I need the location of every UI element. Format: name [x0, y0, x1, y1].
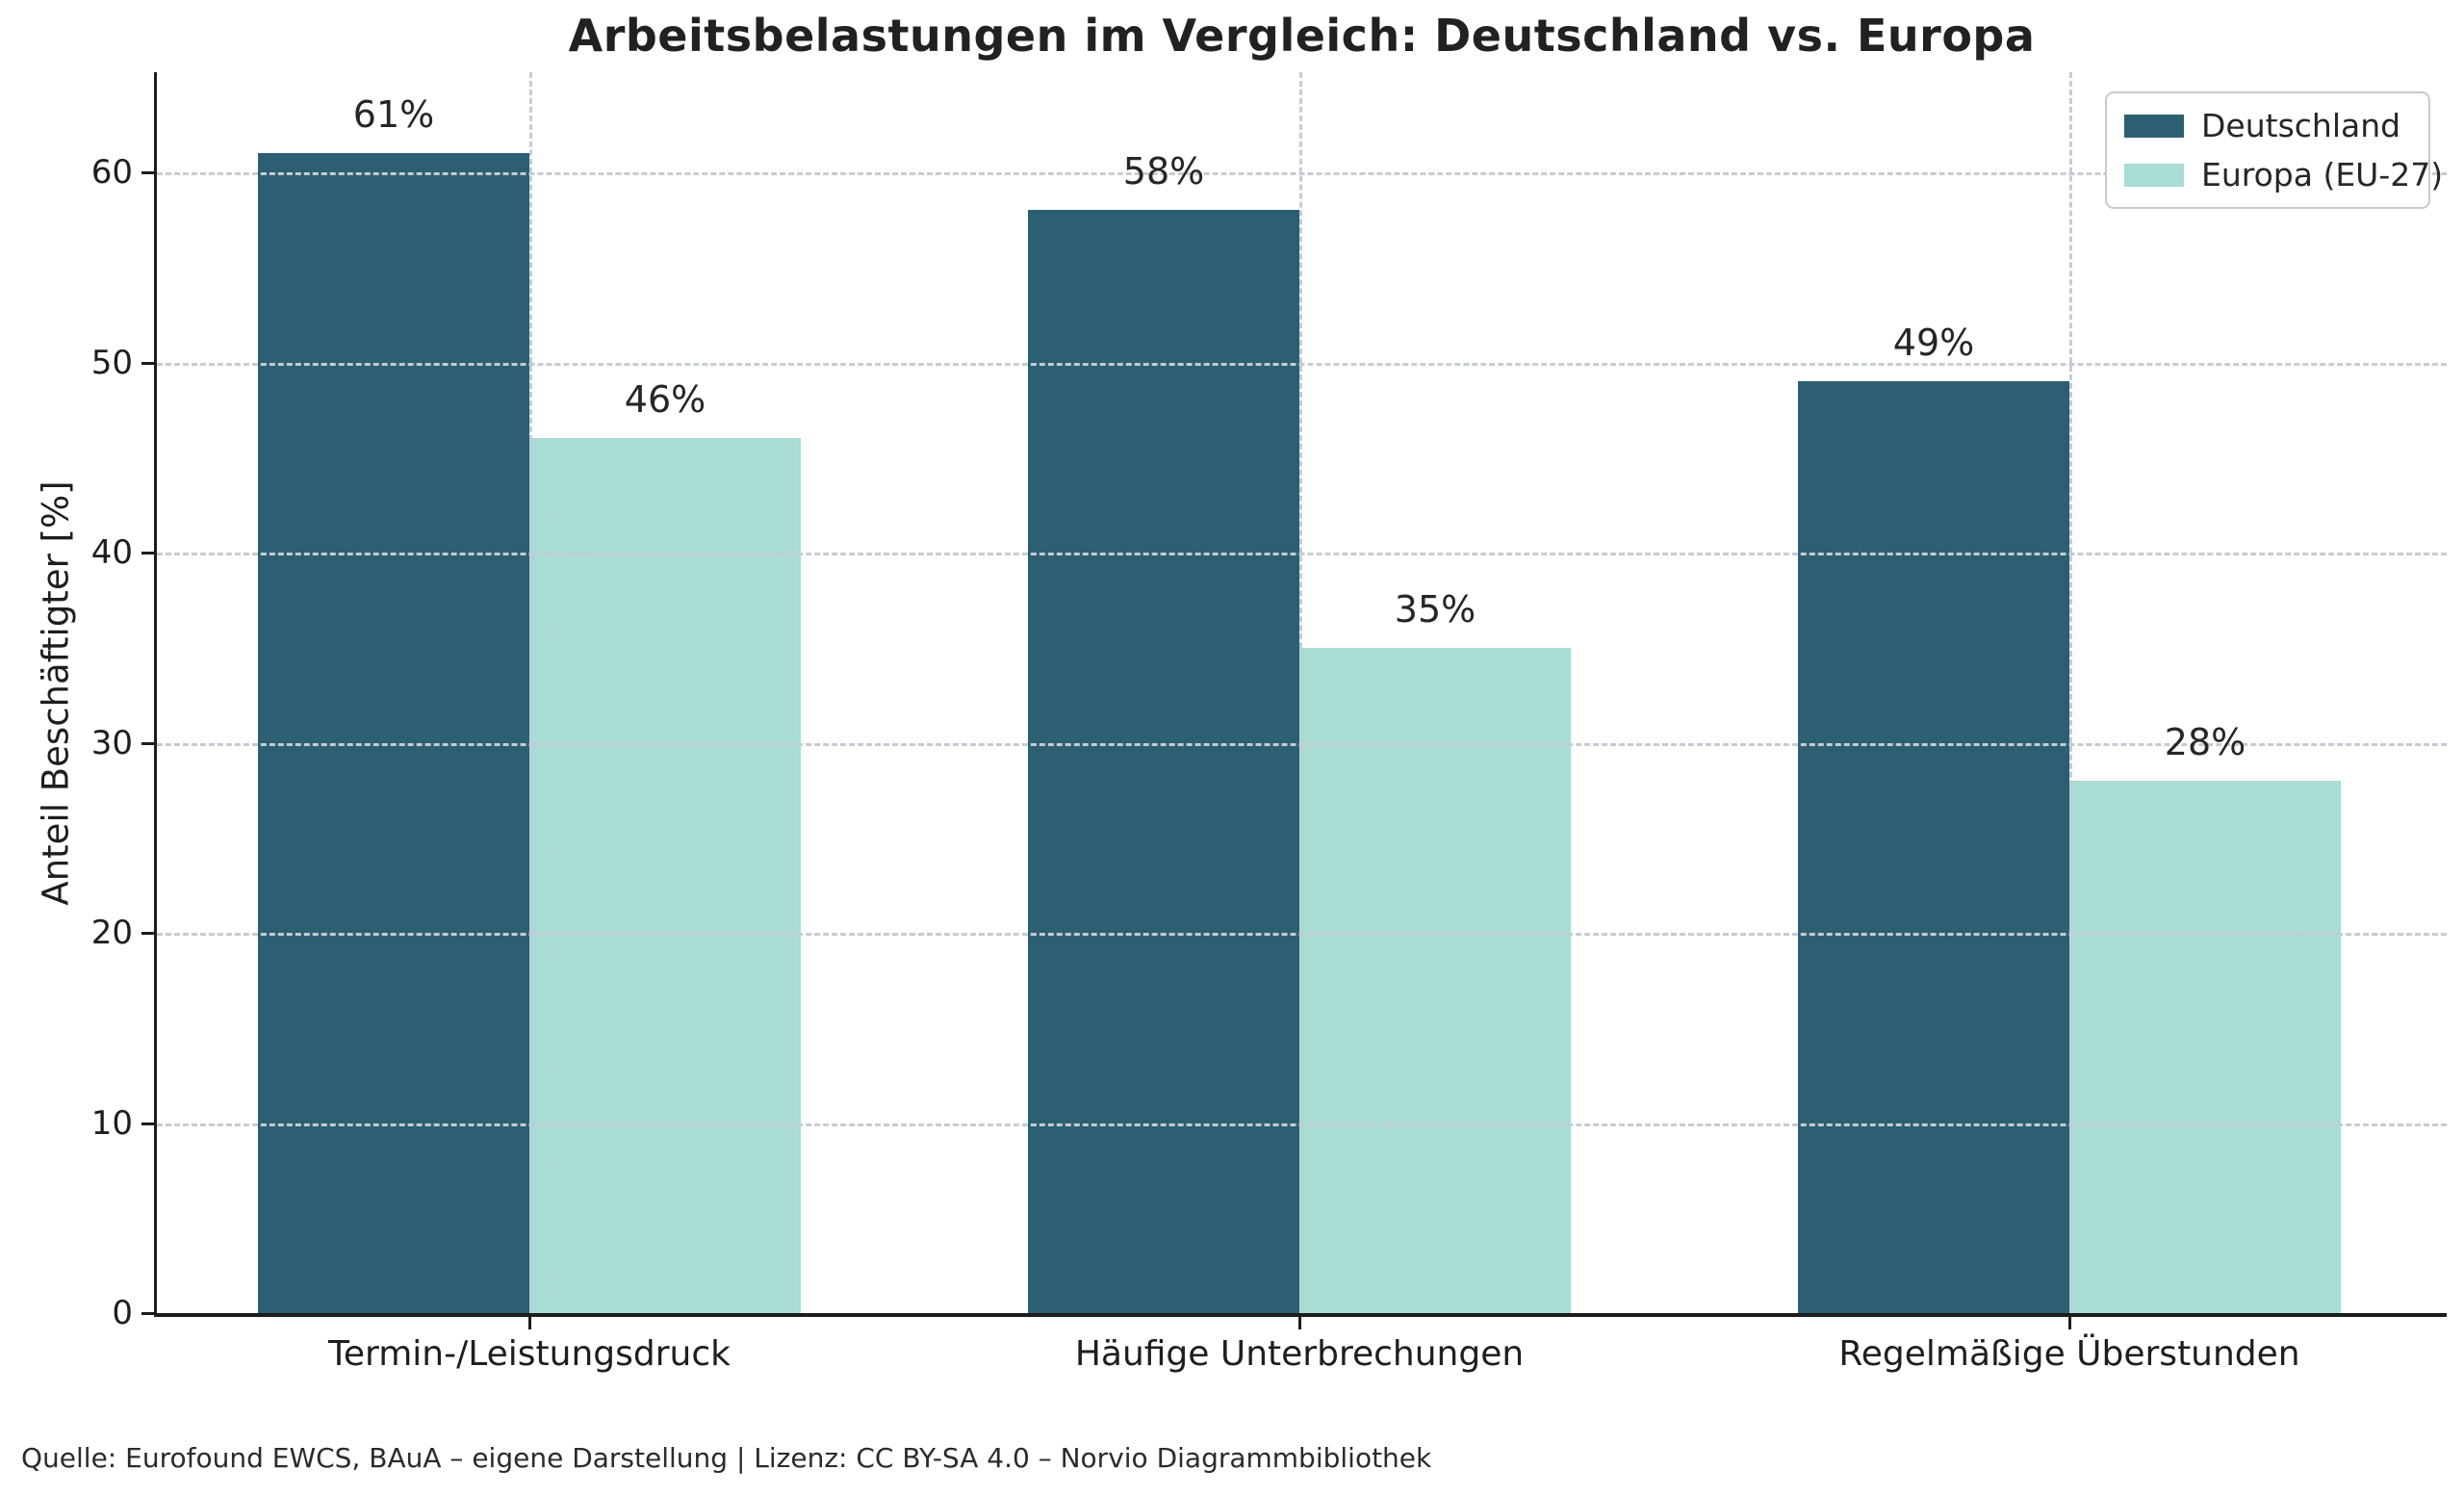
source-attribution: Quelle: Eurofound EWCS, BAuA – eigene Da… — [21, 1442, 1432, 1474]
gridline-v-category-1 — [1299, 72, 1302, 1313]
x-tick-mark-2 — [2068, 1317, 2071, 1329]
bar-europa-eu-27--2 — [2069, 781, 2341, 1313]
bar-europa-eu-27--0 — [529, 438, 801, 1313]
bar-value-label: 46% — [624, 378, 706, 421]
bar-europa-eu-27--1 — [1299, 648, 1571, 1313]
legend-item-deutschland: Deutschland — [2124, 107, 2411, 144]
bar-value-label: 28% — [2164, 721, 2246, 763]
x-tick-label-2: Regelmäßige Überstunden — [1838, 1334, 2300, 1374]
y-tick-mark-40 — [141, 552, 154, 555]
y-axis-spine — [154, 72, 157, 1317]
y-tick-mark-50 — [141, 362, 154, 365]
legend-label-europa: Europa (EU-27) — [2201, 156, 2444, 193]
y-tick-label-60: 60 — [90, 153, 133, 192]
legend: Deutschland Europa (EU-27) — [2105, 91, 2443, 209]
legend-swatch-deutschland-icon — [2124, 114, 2184, 138]
gridline-v-category-0 — [529, 72, 532, 1313]
y-tick-label-30: 30 — [90, 724, 133, 762]
bar-deutschland-0 — [258, 153, 529, 1313]
x-tick-mark-0 — [528, 1317, 531, 1329]
bar-deutschland-1 — [1028, 210, 1299, 1313]
legend-item-europa: Europa (EU-27) — [2124, 156, 2443, 193]
y-tick-mark-20 — [141, 932, 154, 935]
y-tick-mark-30 — [141, 742, 154, 745]
y-tick-mark-0 — [141, 1312, 154, 1315]
y-tick-label-40: 40 — [90, 533, 133, 572]
bar-value-label: 35% — [1394, 588, 1476, 631]
bar-value-label: 61% — [352, 93, 435, 136]
chart-title: Arbeitsbelastungen im Vergleich: Deutsch… — [568, 10, 2036, 62]
legend-swatch-europa-icon — [2124, 163, 2184, 187]
x-axis-spine — [154, 1313, 2447, 1317]
legend-label-deutschland: Deutschland — [2201, 107, 2401, 144]
bar-value-label: 58% — [1122, 150, 1205, 193]
y-tick-label-0: 0 — [112, 1294, 133, 1332]
gridline-v-category-2 — [2069, 72, 2072, 1313]
x-tick-label-0: Termin-/Leistungsdruck — [328, 1334, 731, 1374]
x-tick-mark-1 — [1298, 1317, 1301, 1329]
bar-deutschland-2 — [1798, 381, 2069, 1313]
bar-value-label: 49% — [1892, 322, 1975, 364]
y-tick-label-10: 10 — [90, 1104, 133, 1143]
y-tick-mark-60 — [141, 171, 154, 174]
y-tick-label-50: 50 — [90, 344, 133, 382]
x-tick-label-1: Häufige Unterbrechungen — [1074, 1334, 1525, 1374]
y-tick-mark-10 — [141, 1122, 154, 1125]
y-tick-label-20: 20 — [90, 914, 133, 952]
